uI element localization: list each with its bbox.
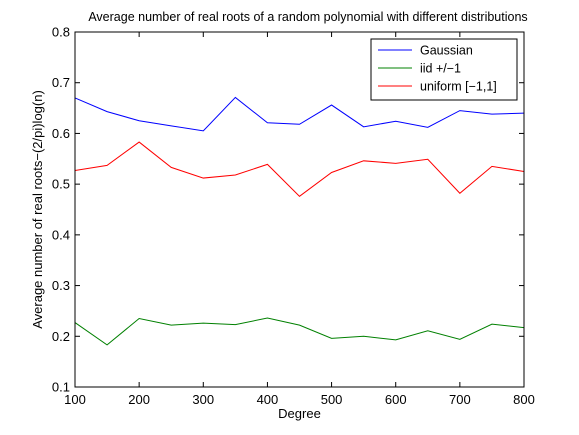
y-tick-label: 0.5 [52, 177, 70, 192]
y-axis-label: Average number of real roots−(2/pi)log(n… [30, 90, 45, 329]
x-tick-label: 600 [385, 392, 407, 407]
legend-label: uniform [−1,1] [420, 80, 497, 94]
y-tick-label: 0.8 [52, 25, 70, 40]
x-axis-label: Degree [278, 406, 321, 421]
legend-box [370, 38, 518, 101]
chart-title: Average number of real roots of a random… [88, 10, 527, 24]
y-tick-label: 0.4 [52, 227, 70, 242]
legend: Gaussian iid +/−1 uniform [−1,1] [370, 38, 518, 101]
legend-label: iid +/−1 [420, 62, 461, 76]
x-tick-label: 400 [257, 392, 279, 407]
y-tick-label: 0.7 [52, 75, 70, 90]
y-tick-label: 0.1 [52, 380, 70, 395]
y-tick-label: 0.2 [52, 329, 70, 344]
x-tick-label: 100 [64, 392, 86, 407]
legend-label: Gaussian [420, 44, 473, 58]
series-line [74, 96, 525, 132]
series-line [74, 317, 525, 346]
x-tick-label: 200 [128, 392, 150, 407]
series-layer [74, 96, 525, 346]
plot-frame [74, 31, 525, 388]
ticks-layer: 100 200 300 400 500 600 700 800 0.1 0.2 0.3 0.4 0.5 0… [52, 25, 535, 408]
series-line [74, 141, 525, 197]
x-tick-label: 800 [513, 392, 535, 407]
x-tick-label: 500 [321, 392, 343, 407]
x-tick-label: 300 [192, 392, 214, 407]
y-tick-label: 0.6 [52, 126, 70, 141]
y-tick-label: 0.3 [52, 278, 70, 293]
x-tick-label: 700 [449, 392, 471, 407]
